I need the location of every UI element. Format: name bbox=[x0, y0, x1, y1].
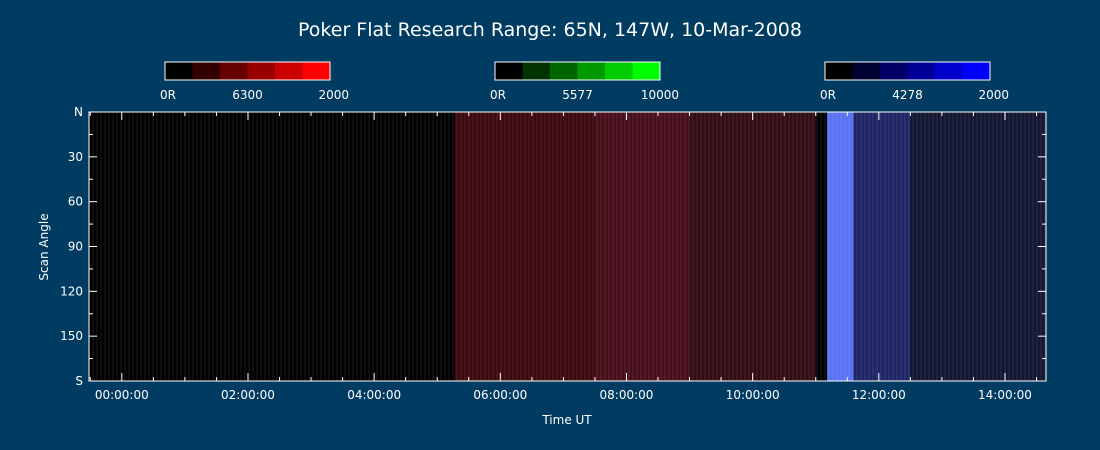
colorbar-legend: 0R 6300 2000 0R 5577 10000 0R 4278 2000 bbox=[160, 61, 1009, 102]
x-tick-label: 10:00:00 bbox=[726, 388, 780, 402]
chart-title: Poker Flat Research Range: 65N, 147W, 10… bbox=[298, 19, 802, 41]
x-tick-label: 08:00:00 bbox=[600, 388, 654, 402]
colorbar-swatch bbox=[577, 62, 606, 80]
y-axis-label: Scan Angle bbox=[37, 213, 51, 280]
x-axis-label: Time UT bbox=[541, 413, 592, 427]
colorbar-frame bbox=[494, 61, 661, 81]
y-tick-label: 150 bbox=[60, 329, 83, 343]
x-tick-label: 06:00:00 bbox=[473, 388, 527, 402]
colorbar-swatch bbox=[632, 62, 661, 80]
colorbar-swatch bbox=[852, 62, 881, 80]
colorbar-swatch bbox=[247, 62, 276, 80]
colorbar-5577: 0R 5577 10000 bbox=[490, 61, 679, 102]
colorbar-swatch bbox=[220, 62, 248, 80]
colorbar-swatch bbox=[605, 62, 633, 80]
colorbar-swatch bbox=[550, 62, 578, 80]
y-tick-label: 30 bbox=[68, 150, 83, 164]
y-tick-label: 60 bbox=[68, 195, 83, 209]
colorbar-wavelength-label: 4278 bbox=[892, 88, 923, 102]
colorbar-min-label: 0R bbox=[820, 88, 836, 102]
x-tick-label: 14:00:00 bbox=[978, 388, 1032, 402]
y-axis: N 30 60 90 120 150 S bbox=[60, 105, 1046, 388]
colorbar-swatch bbox=[962, 62, 991, 80]
x-tick-label: 00:00:00 bbox=[95, 388, 149, 402]
colorbar-swatch bbox=[825, 62, 853, 80]
texture-overlay bbox=[89, 112, 1046, 381]
colorbar-swatch bbox=[495, 62, 523, 80]
x-tick-label: 02:00:00 bbox=[221, 388, 275, 402]
colorbar-max-label: 10000 bbox=[641, 88, 679, 102]
colorbar-min-label: 0R bbox=[490, 88, 506, 102]
colorbar-min-label: 0R bbox=[160, 88, 176, 102]
colorbar-6300: 0R 6300 2000 bbox=[160, 61, 349, 102]
y-tick-label: S bbox=[75, 374, 83, 388]
colorbar-swatch bbox=[880, 62, 908, 80]
y-tick-label: N bbox=[74, 105, 83, 119]
colorbar-wavelength-label: 5577 bbox=[562, 88, 593, 102]
x-tick-label: 04:00:00 bbox=[347, 388, 401, 402]
colorbar-swatch bbox=[165, 62, 193, 80]
colorbar-frame bbox=[824, 61, 991, 81]
colorbar-swatch bbox=[302, 62, 331, 80]
colorbar-swatch bbox=[275, 62, 303, 80]
colorbar-wavelength-label: 6300 bbox=[232, 88, 263, 102]
x-tick-label: 12:00:00 bbox=[852, 388, 906, 402]
y-tick-label: 120 bbox=[60, 284, 83, 298]
y-tick-label: 90 bbox=[68, 240, 83, 254]
colorbar-swatch bbox=[192, 62, 221, 80]
x-axis: 00:00:00 02:00:00 04:00:00 06:00:00 08:00:00… bbox=[89, 112, 1038, 402]
colorbar-swatch bbox=[935, 62, 963, 80]
colorbar-swatch bbox=[907, 62, 936, 80]
colorbar-frame bbox=[164, 61, 331, 81]
colorbar-max-label: 2000 bbox=[978, 88, 1009, 102]
colorbar-4278: 0R 4278 2000 bbox=[820, 61, 1009, 102]
colorbar-max-label: 2000 bbox=[318, 88, 349, 102]
colorbar-swatch bbox=[522, 62, 551, 80]
